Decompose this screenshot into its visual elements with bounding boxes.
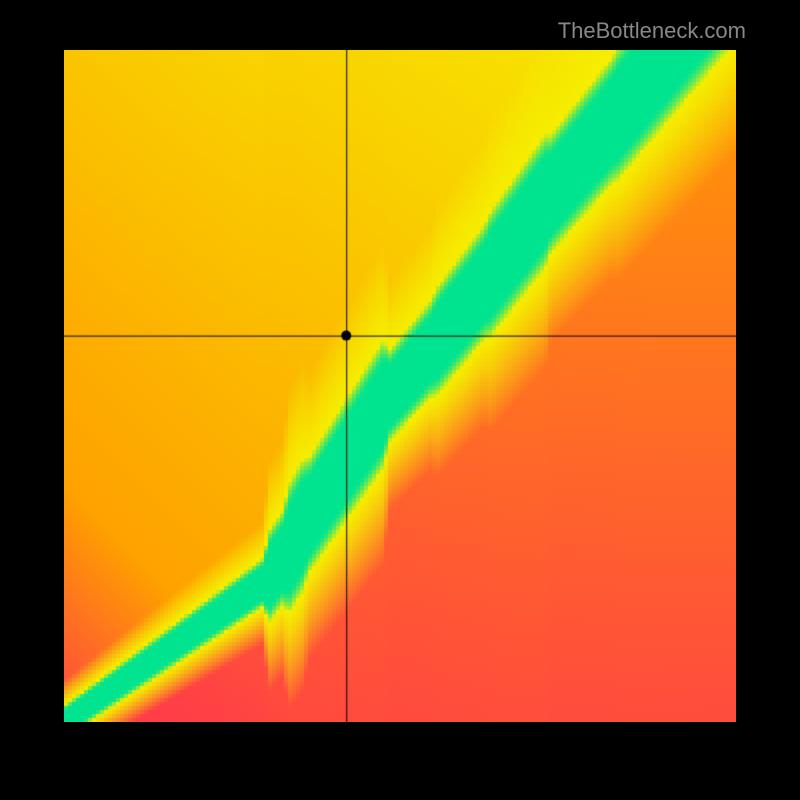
attribution-text: TheBottleneck.com [558, 18, 746, 44]
chart-outer-frame: TheBottleneck.com [0, 0, 800, 800]
heatmap-plot [64, 50, 736, 722]
heatmap-canvas [64, 50, 736, 722]
